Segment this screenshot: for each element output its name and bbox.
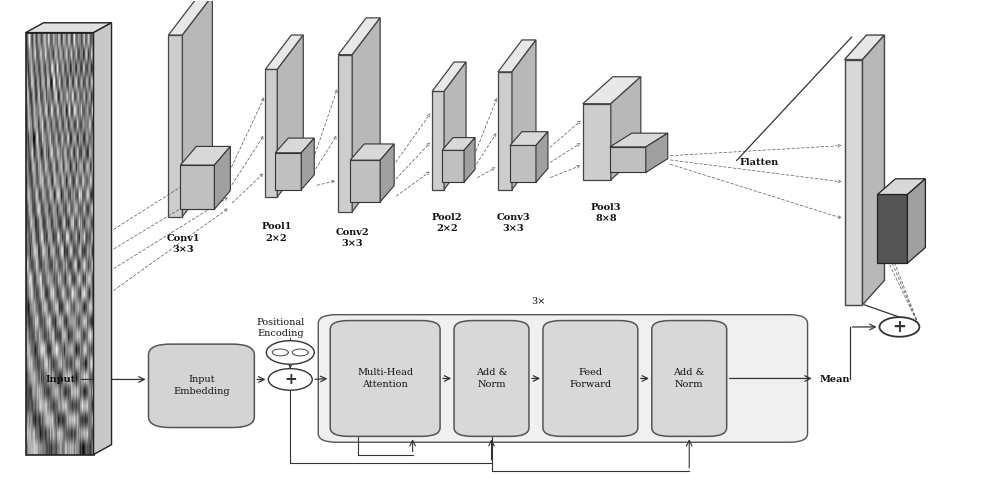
Polygon shape	[94, 23, 112, 455]
Polygon shape	[646, 133, 668, 172]
Text: 3×: 3×	[531, 297, 546, 306]
FancyBboxPatch shape	[318, 315, 808, 442]
Polygon shape	[498, 40, 536, 72]
Polygon shape	[265, 35, 303, 69]
Polygon shape	[510, 132, 548, 146]
Polygon shape	[862, 35, 884, 305]
Polygon shape	[182, 0, 212, 216]
Text: Input
Embedding: Input Embedding	[173, 375, 230, 396]
Polygon shape	[510, 146, 536, 182]
Polygon shape	[442, 138, 475, 151]
Polygon shape	[275, 153, 301, 189]
Text: Add &
Norm: Add & Norm	[674, 368, 705, 389]
Text: +: +	[893, 318, 906, 336]
Text: Multi-Head
Attention: Multi-Head Attention	[357, 368, 413, 389]
Polygon shape	[498, 72, 512, 189]
Polygon shape	[583, 77, 641, 104]
Circle shape	[266, 340, 314, 364]
Polygon shape	[180, 165, 214, 209]
Polygon shape	[442, 151, 464, 182]
Text: Pool2
2×2: Pool2 2×2	[432, 213, 462, 233]
Polygon shape	[432, 62, 466, 92]
Polygon shape	[350, 160, 380, 202]
Polygon shape	[877, 194, 907, 263]
Polygon shape	[877, 179, 925, 194]
Polygon shape	[350, 144, 394, 160]
FancyBboxPatch shape	[330, 321, 440, 436]
Polygon shape	[168, 0, 212, 35]
Polygon shape	[168, 35, 182, 216]
Polygon shape	[301, 138, 314, 189]
FancyBboxPatch shape	[543, 321, 638, 436]
Polygon shape	[26, 23, 112, 32]
Polygon shape	[845, 35, 884, 60]
Polygon shape	[611, 77, 641, 180]
Polygon shape	[180, 147, 230, 165]
Text: Flatten: Flatten	[740, 158, 779, 167]
Polygon shape	[536, 132, 548, 182]
Polygon shape	[277, 35, 303, 197]
Polygon shape	[265, 69, 277, 197]
Text: +: +	[284, 372, 297, 387]
Polygon shape	[907, 179, 925, 263]
Polygon shape	[380, 144, 394, 202]
Polygon shape	[512, 40, 536, 189]
Polygon shape	[214, 147, 230, 209]
Text: Conv3
3×3: Conv3 3×3	[496, 213, 530, 233]
Polygon shape	[352, 18, 380, 212]
Polygon shape	[610, 133, 668, 147]
Polygon shape	[338, 18, 380, 55]
Text: Pool3
8×8: Pool3 8×8	[591, 203, 621, 223]
Circle shape	[879, 317, 919, 337]
Polygon shape	[444, 62, 466, 189]
FancyBboxPatch shape	[652, 321, 727, 436]
Polygon shape	[464, 138, 475, 182]
Text: Input: Input	[45, 375, 76, 384]
Polygon shape	[432, 92, 444, 189]
Text: Conv2
3×3: Conv2 3×3	[335, 228, 369, 248]
FancyBboxPatch shape	[454, 321, 529, 436]
Polygon shape	[338, 55, 352, 212]
Text: Add &
Norm: Add & Norm	[476, 368, 507, 389]
Text: Conv1
3×3: Conv1 3×3	[167, 234, 200, 254]
FancyBboxPatch shape	[148, 344, 254, 428]
Text: Mean: Mean	[820, 375, 850, 384]
Text: Feed
Forward: Feed Forward	[569, 368, 611, 389]
Polygon shape	[845, 60, 862, 305]
Circle shape	[268, 369, 312, 390]
Bar	[26, 32, 94, 455]
Polygon shape	[275, 138, 314, 153]
Text: Positional
Encoding: Positional Encoding	[256, 318, 304, 338]
Polygon shape	[610, 147, 646, 172]
Polygon shape	[583, 104, 611, 180]
Text: Pool1
2×2: Pool1 2×2	[261, 222, 291, 243]
